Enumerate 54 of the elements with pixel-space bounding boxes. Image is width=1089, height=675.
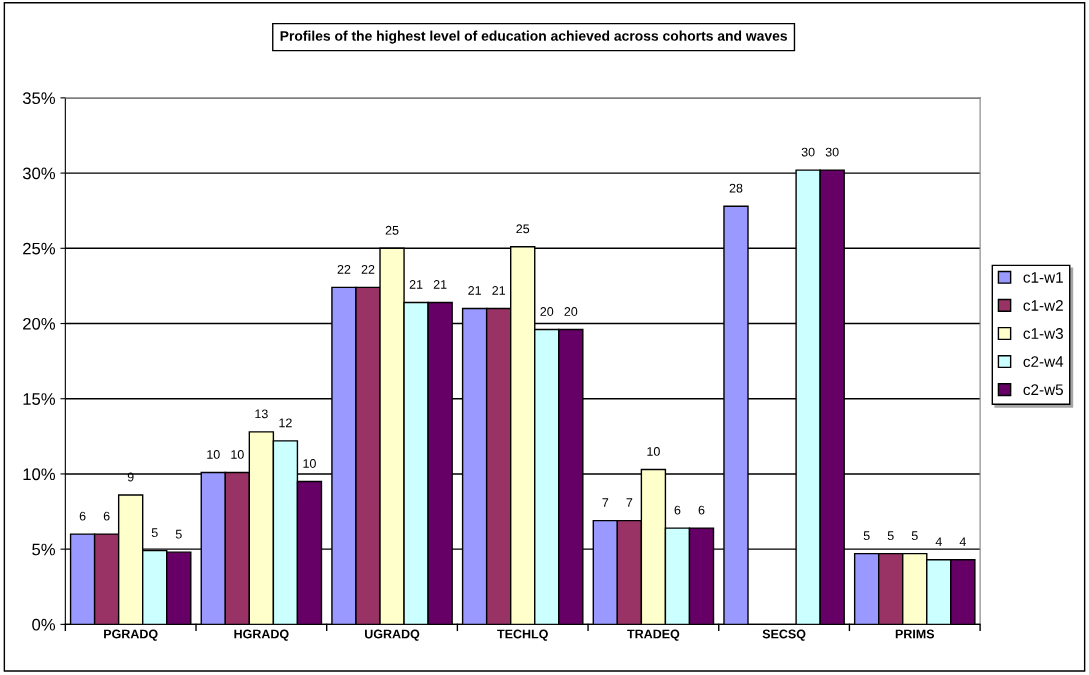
data-label: 25 (385, 225, 399, 235)
y-tick-label: 20% (23, 317, 56, 330)
data-label: 6 (103, 511, 110, 521)
x-tick-label: PRIMS (895, 629, 935, 639)
y-tick-label: 5% (32, 543, 56, 556)
data-label: 10 (231, 450, 244, 459)
x-tick-label: HGRADQ (234, 629, 289, 641)
data-label: 6 (698, 505, 705, 515)
data-label: 21 (433, 280, 447, 289)
legend-label: c2-w4 (1023, 356, 1064, 368)
data-label: 5 (911, 531, 918, 541)
data-label: 21 (409, 280, 423, 289)
data-label: 5 (175, 529, 182, 539)
legend-label: c1-w2 (1023, 300, 1063, 311)
data-label: 30 (825, 147, 839, 157)
data-label: 6 (674, 505, 681, 515)
legend-label: c1-w1 (1023, 272, 1063, 283)
data-label: 25 (516, 224, 530, 234)
chart-title: Profiles of the highest level of education achieved across cohorts and waves (280, 30, 787, 44)
data-label: 7 (626, 498, 633, 507)
data-label: 6 (79, 511, 86, 521)
data-label: 5 (887, 531, 894, 541)
data-label: 22 (361, 264, 375, 274)
data-label: 10 (207, 450, 220, 459)
data-label: 20 (564, 307, 578, 316)
legend-label: c2-w5 (1023, 384, 1063, 396)
y-tick-label: 35% (22, 92, 56, 105)
x-tick-label: SECSQ (762, 629, 806, 641)
x-tick-label: PGRADQ (104, 629, 158, 641)
data-label: 9 (127, 472, 134, 482)
y-tick-label: 15% (23, 393, 56, 405)
data-label: 10 (303, 459, 316, 468)
data-label: 21 (468, 286, 481, 295)
y-tick-label: 0% (32, 618, 56, 631)
data-label: 4 (959, 537, 966, 546)
x-tick-label: UGRADQ (365, 629, 420, 641)
y-tick-label: 30% (22, 167, 56, 180)
legend-label: c1-w3 (1023, 328, 1063, 339)
data-label: 30 (801, 147, 815, 157)
data-label: 28 (729, 183, 743, 193)
x-tick-label: TRADEQ (627, 629, 680, 641)
data-label: 4 (935, 537, 942, 546)
data-label: 10 (647, 447, 660, 456)
data-label: 21 (492, 286, 506, 295)
x-tick-label: TECHLQ (497, 629, 548, 641)
data-label: 7 (602, 498, 609, 507)
data-label: 22 (337, 264, 351, 274)
data-label: 20 (540, 307, 554, 316)
data-label: 13 (255, 409, 268, 419)
y-tick-label: 25% (23, 242, 56, 255)
y-tick-label: 10% (23, 468, 56, 481)
data-label: 5 (151, 528, 158, 538)
data-label: 12 (279, 418, 292, 428)
data-label: 5 (863, 531, 870, 541)
